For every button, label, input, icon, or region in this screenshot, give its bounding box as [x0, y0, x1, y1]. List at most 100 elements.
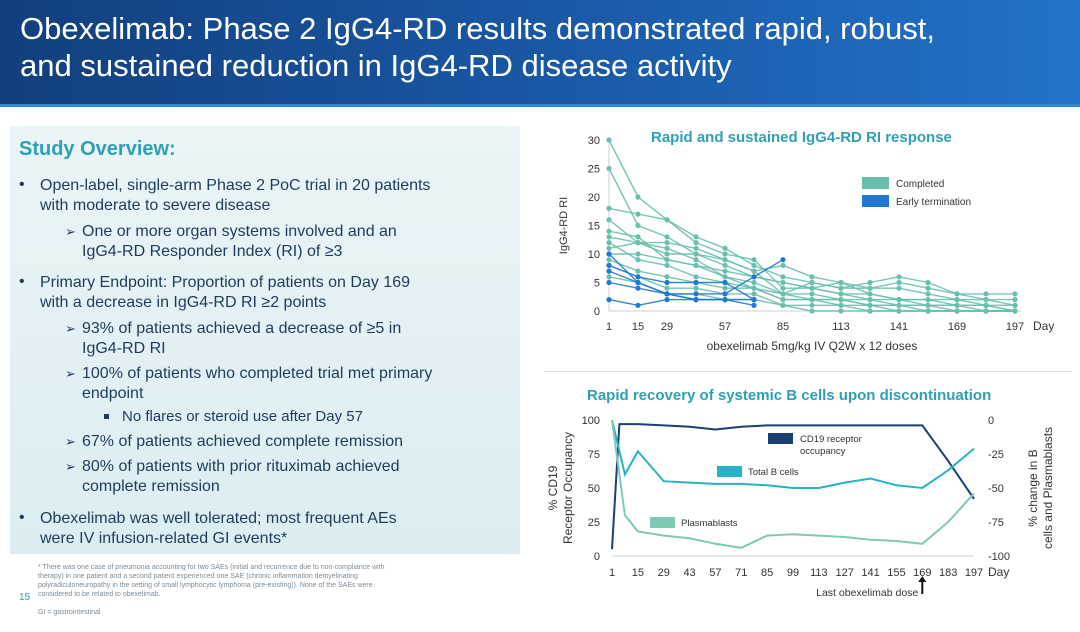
ri-data-point [780, 262, 786, 268]
ri-data-point [693, 257, 699, 263]
ri-data-point [722, 251, 728, 257]
ri-data-point [606, 137, 612, 143]
bcell-right-tick-label: -100 [988, 551, 1010, 563]
ri-legend-swatch [862, 195, 889, 207]
ri-data-point [664, 285, 670, 291]
ri-data-point [751, 291, 757, 297]
slide-title-line-2: and sustained reduction in IgG4-RD disea… [20, 48, 732, 83]
ri-data-point [722, 262, 728, 268]
ri-x-tick-label: 15 [632, 321, 644, 333]
ri-data-point [896, 302, 902, 308]
footnote-line: therapy) in one patient and a second pat… [38, 573, 358, 580]
overview-line: 67% of patients achieved complete remiss… [82, 433, 404, 450]
arrow-bullet-icon: ➢ [65, 366, 76, 381]
overview-line: 100% of patients who completed trial met… [82, 365, 433, 382]
ri-y-tick-label: 0 [594, 306, 600, 318]
arrow-bullet-icon: ➢ [65, 224, 76, 239]
overview-line: were IV infusion-related GI events* [40, 530, 288, 547]
bcell-left-axis-label: Receptor Occupancy [561, 432, 575, 544]
ri-data-point [954, 291, 960, 297]
title-banner: Obexelimab: Phase 2 IgG4-RD results demo… [0, 0, 1080, 104]
ri-x-tick-label: 29 [661, 321, 673, 333]
overview-item-7: 67% of patients achieved complete remiss… [82, 432, 403, 452]
overview-item-4: 93% of patients achieved a decrease of ≥… [82, 319, 401, 359]
ri-data-point [722, 285, 728, 291]
ri-data-point [606, 205, 612, 211]
ri-data-point [606, 217, 612, 223]
overview-item-8: 80% of patients with prior rituximab ach… [82, 457, 400, 497]
ri-data-point [896, 285, 902, 291]
ri-data-point [606, 262, 612, 268]
ri-data-point [896, 308, 902, 314]
bcell-right-tick-label: -75 [988, 517, 1004, 529]
ri-data-point [925, 308, 931, 314]
ri-data-point [867, 291, 873, 297]
bcell-right-axis-label: % change in B [1026, 449, 1040, 526]
ri-chart-title: Rapid and sustained IgG4-RD RI response [651, 129, 952, 146]
footnote-line: * There was one case of pneumonia accoun… [38, 564, 385, 571]
overview-line: endpoint [82, 385, 144, 402]
bcell-legend-swatch [650, 517, 675, 528]
ri-data-point [809, 279, 815, 286]
ri-data-point [809, 274, 815, 280]
overview-item-1: Open-label, single-arm Phase 2 PoC trial… [40, 176, 430, 216]
bcell-x-tick-label: 155 [887, 567, 905, 579]
ri-data-point [809, 308, 815, 314]
ri-data-point [606, 245, 612, 251]
footnote: * There was one case of pneumonia accoun… [38, 563, 498, 599]
bcell-left-tick-label: 75 [588, 449, 600, 461]
bcell-left-axis-label: % CD19 [546, 465, 560, 510]
ri-data-point [664, 257, 670, 263]
ri-data-point [867, 285, 873, 291]
last-dose-annotation: Last obexelimab dose [816, 587, 918, 599]
bcell-right-tick-label: -50 [988, 483, 1004, 495]
bcell-left-tick-label: 100 [582, 415, 600, 427]
ri-data-point [925, 297, 931, 303]
last-dose-arrowhead-icon [918, 576, 927, 582]
ri-data-point [693, 274, 699, 280]
ri-data-point [780, 279, 786, 286]
ri-data-point [722, 268, 728, 274]
ri-x-tick-label: 1 [606, 321, 612, 333]
study-overview-panel: Study Overview: • Open-label, single-arm… [10, 126, 520, 554]
ri-data-point [606, 228, 612, 234]
ri-data-point [751, 268, 757, 274]
ri-x-tick-label: 85 [777, 321, 789, 333]
bcell-x-tick-label: 127 [836, 567, 854, 579]
ri-data-point [751, 262, 757, 268]
ri-y-tick-label: 5 [594, 278, 600, 290]
ri-data-point [751, 274, 757, 280]
ri-data-point [809, 291, 815, 297]
bcell-legend-label: Total B cells [748, 467, 799, 478]
bcell-x-tick-label: 29 [658, 567, 670, 579]
bcell-x-tick-label: 169 [913, 567, 931, 579]
ri-data-point [664, 279, 670, 286]
ri-data-point [606, 251, 612, 257]
overview-line: Open-label, single-arm Phase 2 PoC trial… [40, 177, 431, 194]
ri-data-point [606, 257, 612, 263]
ri-series-line [608, 264, 755, 301]
ri-data-point [838, 291, 844, 297]
overview-line: with a decrease in IgG4-RD RI ≥2 points [40, 294, 327, 311]
ri-data-point [606, 268, 612, 274]
ri-data-point [693, 279, 699, 286]
ri-data-point [896, 274, 902, 280]
arrow-bullet-icon: ➢ [65, 321, 76, 336]
ri-data-point [867, 279, 873, 286]
bcell-x-tick-label: 85 [761, 567, 773, 579]
ri-data-point [693, 297, 699, 303]
ri-series-line [608, 298, 755, 307]
ri-data-point [606, 240, 612, 246]
ri-data-point [635, 274, 641, 280]
bcell-series-line [611, 423, 975, 550]
ri-data-point [635, 211, 641, 217]
ri-data-point [896, 297, 902, 303]
bcell-right-tick-label: 0 [988, 415, 994, 427]
bcell-chart-title: Rapid recovery of systemic B cells upon … [587, 387, 992, 404]
ri-data-point [635, 302, 641, 308]
overview-line: Primary Endpoint: Proportion of patients… [40, 274, 410, 291]
ri-data-point [664, 291, 670, 297]
ri-data-point [1012, 291, 1018, 297]
ri-y-tick-label: 20 [588, 192, 600, 204]
